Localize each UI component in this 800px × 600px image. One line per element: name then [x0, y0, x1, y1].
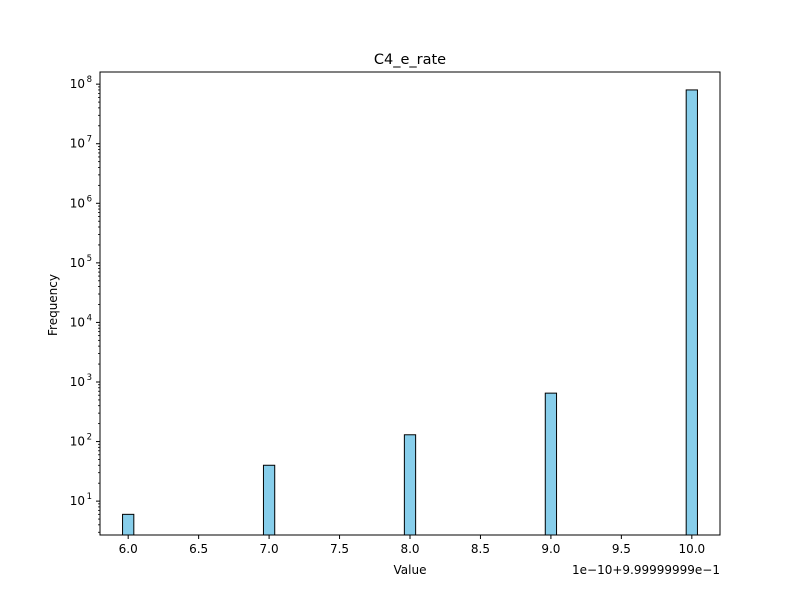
y-axis-label: Frequency [46, 274, 60, 336]
x-tick-label: 6.0 [119, 542, 138, 556]
y-tick-label: 10 [70, 494, 85, 508]
y-tick-exponent: 8 [87, 75, 92, 85]
y-tick-exponent: 5 [87, 254, 92, 264]
y-tick-label: 10 [70, 435, 85, 449]
bars-group [122, 89, 698, 536]
histogram-bar [122, 513, 135, 536]
x-axis-offset-label: 1e−10+9.99999999e−1 [572, 563, 720, 577]
histogram-bar [262, 464, 276, 536]
y-tick-exponent: 2 [87, 433, 92, 443]
x-axis-label: Value [394, 563, 427, 577]
x-tick-label: 7.0 [260, 542, 279, 556]
y-tick-exponent: 1 [87, 492, 92, 502]
y-tick-label: 10 [70, 196, 85, 210]
y-tick-label: 10 [70, 137, 85, 151]
x-tick-label: 7.5 [330, 542, 349, 556]
y-tick-exponent: 4 [87, 313, 92, 323]
x-tick-label: 10.0 [678, 542, 705, 556]
y-tick-exponent: 6 [87, 194, 92, 204]
y-tick-exponent: 3 [87, 373, 92, 383]
y-tick-exponent: 7 [87, 135, 92, 145]
histogram-bar [544, 392, 558, 536]
chart-title: C4_e_rate [374, 52, 446, 68]
x-tick-label: 6.5 [189, 542, 208, 556]
x-tick-label: 9.5 [612, 542, 631, 556]
y-tick-label: 10 [70, 315, 85, 329]
y-tick-label: 10 [70, 256, 85, 270]
x-axis-ticks: 6.0 6.5 7.0 7.5 8.0 8.5 9.0 9.5 10.0 [119, 535, 705, 556]
x-tick-label: 8.5 [471, 542, 490, 556]
y-tick-label: 10 [70, 77, 85, 91]
plot-frame [99, 71, 721, 536]
y-tick-label: 10 [70, 375, 85, 389]
x-tick-label: 9.0 [541, 542, 560, 556]
histogram-bar [685, 89, 698, 536]
histogram-bar [403, 434, 417, 536]
x-tick-label: 8.0 [400, 542, 419, 556]
